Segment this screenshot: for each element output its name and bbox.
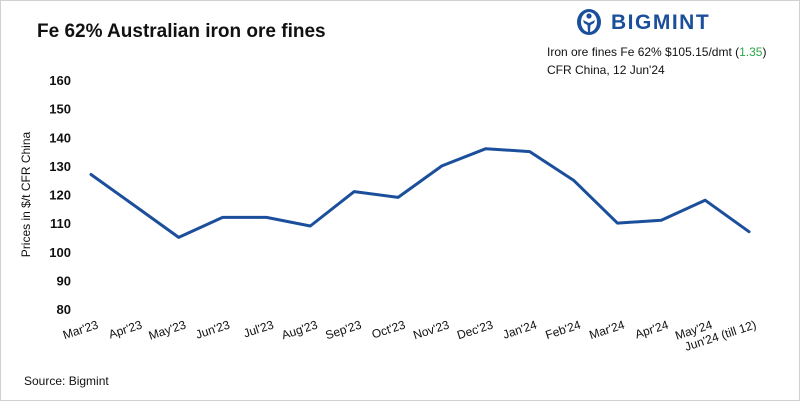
price-info-line1: Iron ore fines Fe 62% $105.15/dmt (1.35) — [547, 45, 767, 59]
y-tick-label: 160 — [49, 73, 71, 88]
x-tick-label: Nov'23 — [411, 317, 451, 342]
y-tick-label: 130 — [49, 159, 71, 174]
y-tick-label: 120 — [49, 188, 71, 203]
x-tick-label: Jan'24 — [501, 317, 539, 341]
y-tick-label: 150 — [49, 102, 71, 117]
brand-name: BIGMINT — [611, 11, 711, 34]
x-tick-label: Jun'23 — [194, 317, 232, 341]
y-tick-label: 110 — [50, 216, 71, 231]
price-series-line — [89, 147, 751, 239]
x-tick-label: Aug'23 — [280, 317, 320, 342]
x-tick-label: Jul'23 — [242, 317, 276, 340]
x-tick-label: Mar'24 — [587, 317, 626, 342]
y-axis-ticks: 80 90 100 110 120 130 140 150 160 — [49, 73, 71, 317]
y-tick-label: 100 — [49, 245, 71, 260]
x-tick-label: May'23 — [147, 317, 188, 342]
y-axis-label: Prices in $/t CFR China — [19, 131, 33, 257]
x-axis-ticks: Mar'23 Apr'23 May'23 Jun'23 Jul'23 Aug'23 Sep'… — [61, 317, 758, 353]
chart-title: Fe 62% Australian iron ore fines — [37, 21, 326, 42]
price-change: 1.35 — [739, 45, 763, 59]
bigmint-logo: BIGMINT — [573, 7, 713, 37]
price-info-line2: CFR China, 12 Jun'24 — [547, 63, 665, 77]
price-info: Iron ore fines Fe 62% $105.15/dmt (1.35)… — [547, 43, 766, 79]
y-tick-label: 90 — [57, 273, 71, 288]
x-tick-label: Oct'23 — [370, 317, 407, 341]
x-tick-label: Apr'24 — [633, 317, 670, 341]
x-tick-label: Sep'23 — [324, 317, 364, 342]
x-tick-label: Dec'23 — [455, 317, 495, 342]
x-tick-label: Apr'23 — [107, 317, 144, 341]
y-tick-label: 140 — [49, 130, 71, 145]
source-note: Source: Bigmint — [24, 374, 109, 388]
bigmint-logo-icon — [577, 9, 601, 35]
x-tick-label: Mar'23 — [61, 317, 100, 342]
x-tick-label: Feb'24 — [544, 317, 583, 342]
y-tick-label: 80 — [57, 302, 71, 317]
